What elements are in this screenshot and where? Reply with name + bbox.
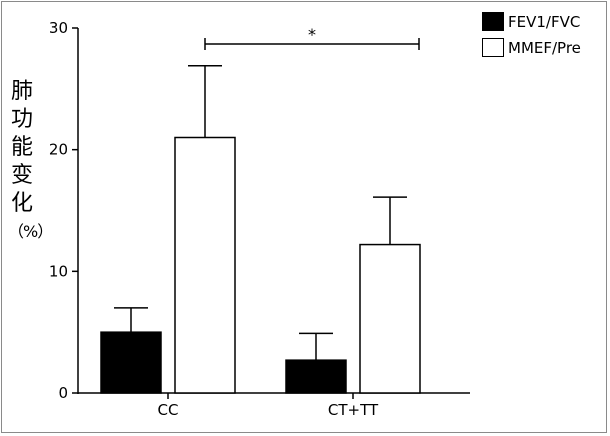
y-axis-label-unit: （%） — [8, 222, 53, 241]
x-tick-label: CT+TT — [328, 401, 379, 419]
x-tick-label: CC — [158, 401, 179, 419]
y-axis-label-char: 肺 — [10, 79, 33, 104]
bar-fev1-fvc-1 — [285, 359, 347, 394]
y-tick-label: 30 — [49, 19, 68, 37]
y-tick-label: 0 — [58, 384, 68, 402]
significance-label: * — [308, 25, 316, 44]
y-axis-label-char: 变 — [10, 163, 33, 188]
bar-mmef-pre-1 — [359, 243, 421, 394]
legend-label-mmef-pre: MMEF/Pre — [508, 38, 581, 57]
y-axis-label-char: 化 — [10, 191, 33, 216]
legend-item-fev1-fvc: FEV1/FVC — [482, 10, 581, 33]
y-axis-label-char: 能 — [10, 135, 33, 160]
y-axis-label-char: 功 — [10, 107, 33, 132]
y-tick-label: 20 — [49, 141, 68, 159]
bar-mmef-pre-0 — [174, 136, 236, 394]
bar-fev1-fvc-0 — [100, 331, 162, 394]
y-axis-label: 肺 功 能 变 化 （%） — [8, 78, 53, 246]
legend-item-mmef-pre: MMEF/Pre — [482, 36, 581, 59]
legend-swatch-fev1-fvc — [482, 12, 504, 31]
legend-swatch-mmef-pre — [482, 38, 504, 57]
y-tick-label: 10 — [49, 262, 68, 280]
legend-label-fev1-fvc: FEV1/FVC — [508, 12, 581, 31]
legend: FEV1/FVC MMEF/Pre — [482, 10, 581, 62]
